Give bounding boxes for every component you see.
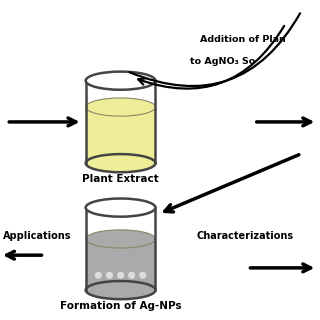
Text: Applications: Applications (3, 231, 72, 241)
Circle shape (140, 272, 146, 278)
Ellipse shape (86, 281, 156, 299)
Circle shape (95, 272, 101, 278)
Ellipse shape (86, 72, 156, 90)
Ellipse shape (86, 98, 156, 116)
Circle shape (107, 272, 112, 278)
Ellipse shape (86, 198, 156, 217)
Bar (86, 107, 156, 163)
Bar (86, 208, 156, 290)
Text: Characterizations: Characterizations (197, 231, 294, 241)
Bar (86, 81, 156, 163)
Ellipse shape (86, 230, 156, 248)
Text: Formation of Ag-NPs: Formation of Ag-NPs (60, 301, 181, 311)
Bar (86, 239, 156, 290)
Circle shape (118, 272, 124, 278)
Text: to AgNO₃ So: to AgNO₃ So (190, 57, 256, 66)
Text: Addition of Plan: Addition of Plan (200, 35, 286, 44)
Ellipse shape (86, 154, 156, 172)
Text: Plant Extract: Plant Extract (82, 174, 159, 184)
Circle shape (129, 272, 134, 278)
